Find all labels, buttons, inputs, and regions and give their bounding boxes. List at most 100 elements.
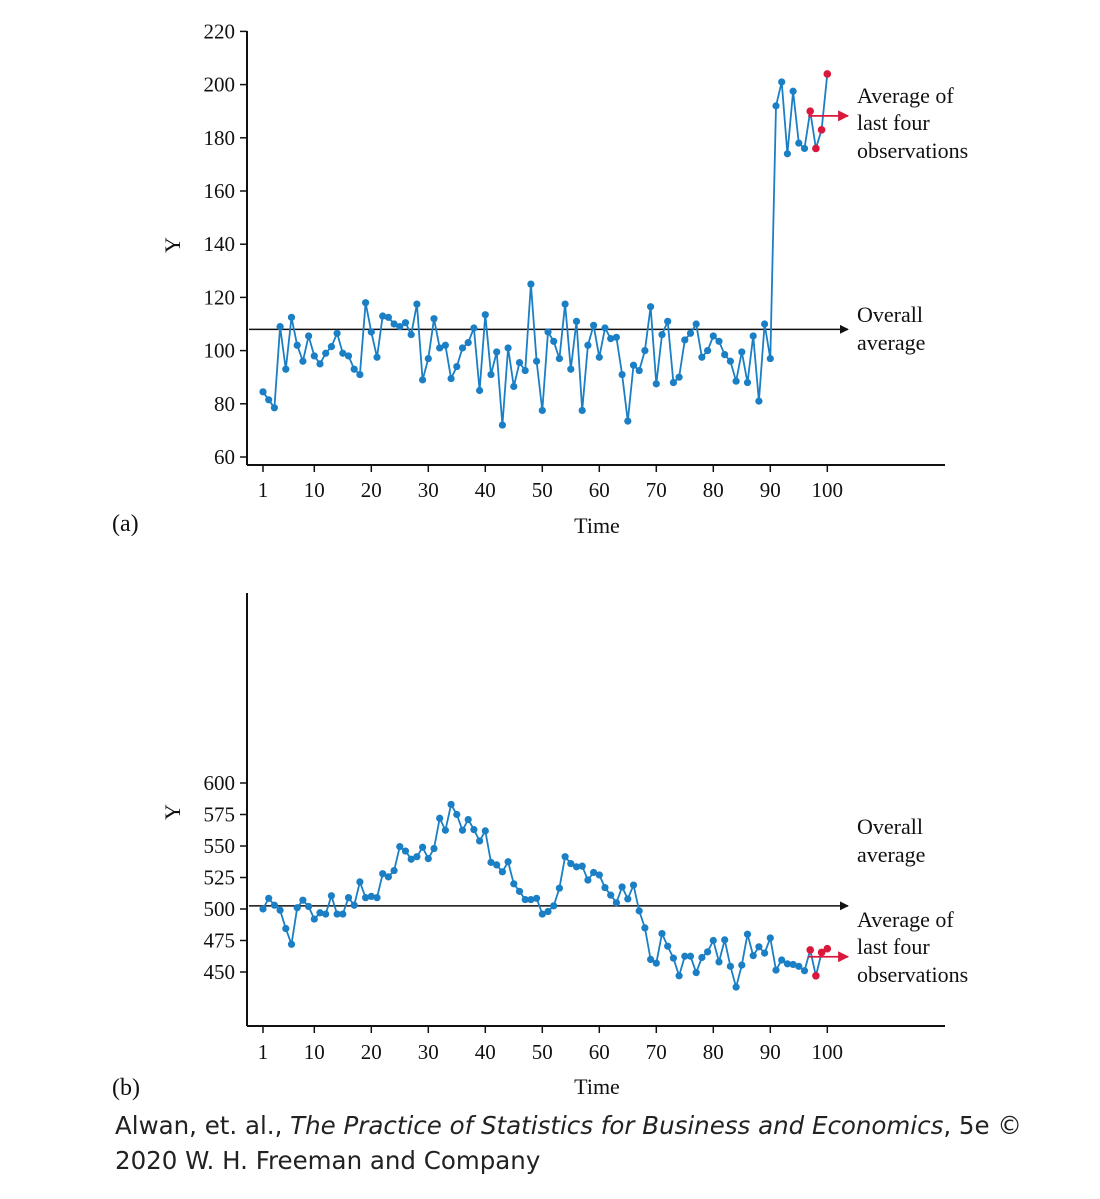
panel-a-data-point <box>772 102 780 110</box>
panel-a-data-point <box>265 396 273 404</box>
panel-a-data-point <box>743 378 752 387</box>
panel-b-data-point <box>259 905 267 913</box>
panel-b-data-point <box>470 826 478 834</box>
panel-a-y-tick-label: 80 <box>214 392 235 416</box>
panel-a-data-point <box>601 324 609 332</box>
panel-a-x-tick-label: 1 <box>258 478 269 502</box>
panel-b-data-point <box>590 868 598 877</box>
panel-a-x-tick-label: 30 <box>418 478 439 502</box>
panel-a-x-tick-label: 100 <box>812 478 844 502</box>
panel-a-data-point <box>350 365 358 373</box>
panel-b-data-point <box>715 958 723 966</box>
panel-b-data-point <box>424 855 432 863</box>
panel-b-data-point <box>664 942 672 950</box>
panel-b-data-point <box>709 936 717 945</box>
panel-a-data-point <box>441 341 449 349</box>
panel-b-data-point <box>453 810 461 819</box>
panel-a-last-four-label-line1: Average of <box>857 83 954 108</box>
panel-a-data-point <box>749 332 757 340</box>
panel-b-data-point <box>265 894 273 902</box>
panel-b-data-point <box>567 860 575 868</box>
panel-a-y-tick-label: 220 <box>204 19 236 43</box>
panel-a-data-point <box>590 321 598 329</box>
panel-b-y-tick-label: 550 <box>204 834 236 858</box>
panel-a-data-point <box>766 354 774 363</box>
panel-b-overall-average-label-line1: Overall <box>857 814 923 839</box>
panel-b-data-point <box>322 910 330 918</box>
panel-a-data-point <box>401 319 410 327</box>
panel-b-data-point <box>721 936 729 944</box>
panel-b-data-point <box>698 953 706 962</box>
panel-b-data-point <box>766 934 774 942</box>
panel-a-data-point <box>595 353 603 361</box>
panel-a-data-point <box>647 303 655 311</box>
panel-b-data-point <box>538 910 546 918</box>
panel-a-data-point <box>686 329 695 337</box>
panel-b-data-point <box>641 924 649 932</box>
panel-a-panel-label: (a) <box>112 511 139 537</box>
panel-b-data-point <box>276 906 284 914</box>
panel-b-x-tick-label: 60 <box>589 1040 610 1064</box>
panel-b-y-tick-label: 500 <box>204 897 236 921</box>
panel-b-data-point <box>618 883 626 891</box>
panel-b-data-point <box>743 930 752 938</box>
panel-b-data-point <box>692 969 700 977</box>
panel-b-data-point <box>344 894 353 902</box>
panel-b-data-point <box>498 868 506 876</box>
panel-b-data-point <box>270 901 278 909</box>
panel-a-data-point <box>641 347 649 355</box>
panel-b-data-point <box>396 843 404 851</box>
panel-a-y-tick-label: 60 <box>214 445 235 469</box>
panel-b-data-point <box>789 960 797 969</box>
panel-b-data-point <box>704 948 712 956</box>
panel-b-data-point <box>755 943 763 951</box>
panel-a-highlighted-point <box>823 70 832 78</box>
panel-a-data-point <box>795 139 803 147</box>
panel-b-highlighted-point <box>806 946 814 954</box>
panel-a-data-point <box>721 350 729 359</box>
panel-b-data-point <box>493 861 501 869</box>
panel-b-data-point <box>738 961 746 969</box>
panel-a-data-point <box>709 332 717 340</box>
panel-b-data-point <box>783 960 792 968</box>
panel-b-data-point <box>436 814 444 822</box>
panel-a-series-line <box>262 73 829 427</box>
panel-a-data-point <box>293 341 301 349</box>
panel-b-data-point <box>487 858 495 866</box>
panel-a-data-point <box>761 320 769 328</box>
panel-a-data-point <box>419 376 427 384</box>
panel-a-data-point <box>464 339 472 347</box>
panel-a-data-point <box>339 349 347 357</box>
panel-a-data-point <box>447 374 455 383</box>
panel-a-data-point <box>430 315 438 323</box>
panel-a-data-point <box>664 317 672 325</box>
panel-a-data-point <box>413 300 421 308</box>
panel-a-data-point <box>515 358 524 367</box>
panel-a-data-point <box>738 348 746 356</box>
panel-b-data-point <box>772 966 780 974</box>
panel-a-data-point <box>333 329 341 337</box>
panel-a-data-point <box>652 380 660 388</box>
panel-a-data-point <box>629 361 638 369</box>
panel-a-data-point <box>675 373 683 381</box>
panel-b-data-point <box>726 962 735 970</box>
panel-b-data-point <box>635 907 643 915</box>
panel-b-data-point <box>413 853 421 861</box>
panel-b-data-point <box>669 954 678 962</box>
panel-a-data-point <box>555 354 564 363</box>
panel-b-data-point <box>458 826 467 834</box>
panel-b-data-point <box>572 863 581 871</box>
panel-a-data-point <box>692 320 700 328</box>
panel-b-x-tick-label: 30 <box>418 1040 439 1064</box>
panel-a-data-point <box>407 331 415 339</box>
panel-a-data-point <box>287 313 296 321</box>
panel-b-x-tick-label: 70 <box>646 1040 667 1064</box>
panel-a-last-four-label-line3: observations <box>857 138 968 163</box>
panel-a-data-point <box>270 404 278 412</box>
panel-b-y-tick-label: 475 <box>204 929 236 953</box>
panel-a-data-point <box>681 336 689 344</box>
panel-b-data-point <box>367 892 375 901</box>
panel-b-data-point <box>601 883 609 892</box>
panel-b-data-point <box>578 862 586 870</box>
